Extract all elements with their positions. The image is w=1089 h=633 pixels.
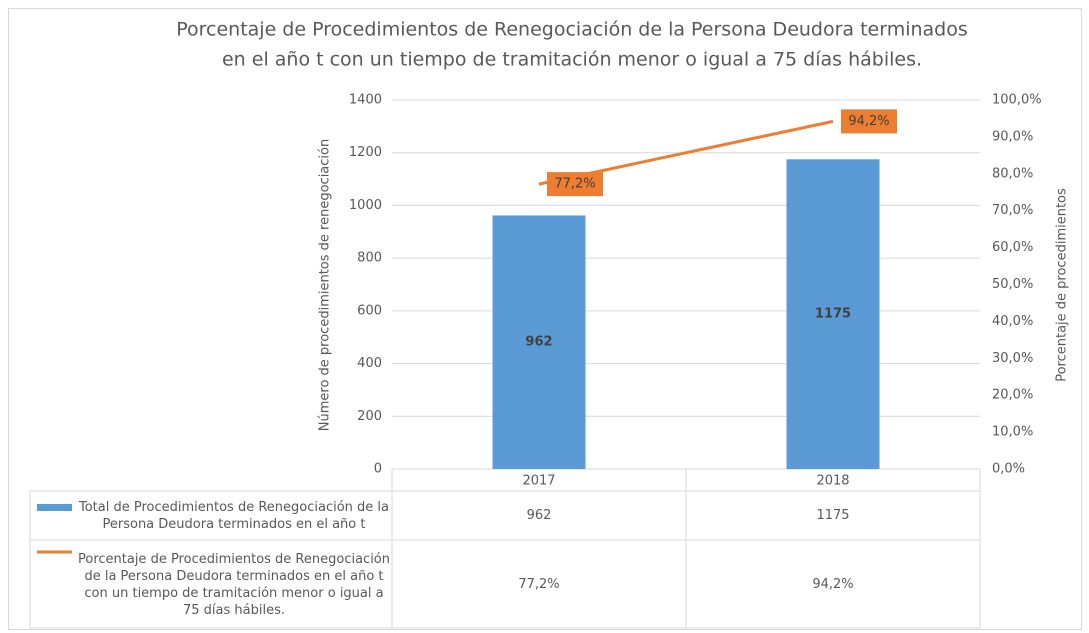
- value-label-box: [547, 172, 603, 197]
- y2-tick-label: 70,0%: [992, 203, 1033, 218]
- y2-axis-label: Porcentaje de procedimientos: [1055, 188, 1070, 382]
- table-value: 77,2%: [518, 576, 560, 592]
- y2-tick-label: 80,0%: [992, 166, 1033, 181]
- y-tick-label: 400: [357, 356, 382, 371]
- y-tick-label: 1400: [349, 93, 382, 108]
- y2-tick-label: 40,0%: [992, 314, 1033, 329]
- legend-label: Porcentaje de Procedimientos de Renegoci…: [77, 551, 390, 618]
- y2-tick-label: 90,0%: [992, 129, 1033, 144]
- y2-tick-label: 0,0%: [992, 462, 1025, 477]
- bar-value-label: 1175: [815, 307, 851, 322]
- line-value-label: 94,2%: [848, 114, 889, 129]
- legend-swatch: [37, 504, 72, 511]
- line-value-label: 77,2%: [554, 177, 595, 192]
- y-tick-label: 0: [374, 462, 382, 477]
- y2-tick-label: 50,0%: [992, 277, 1033, 292]
- x-tick-label: 2017: [522, 474, 555, 489]
- y-axis-label: Número de procedimientos de renegociació…: [318, 139, 333, 431]
- table-value: 962: [526, 508, 552, 523]
- y-tick-label: 600: [357, 303, 382, 318]
- y2-tick-label: 10,0%: [992, 425, 1033, 440]
- y2-tick-label: 20,0%: [992, 388, 1033, 403]
- y2-tick-label: 100,0%: [992, 93, 1042, 108]
- y-tick-label: 1000: [349, 198, 382, 213]
- value-label-box: [841, 109, 897, 134]
- chart-frame: [8, 8, 1082, 630]
- chart-title: en el año t con un tiempo de tramitación…: [222, 49, 922, 71]
- bar-value-label: 962: [525, 335, 552, 350]
- legend-label: Total de Procedimientos de Renegociación…: [78, 500, 390, 532]
- x-tick-label: 2018: [816, 474, 849, 489]
- chart-title: Porcentaje de Procedimientos de Renegoci…: [176, 19, 968, 41]
- table-value: 1175: [816, 508, 850, 523]
- y-tick-label: 200: [357, 409, 382, 424]
- y-tick-label: 800: [357, 251, 382, 266]
- bar: [786, 159, 880, 469]
- bar: [492, 215, 586, 469]
- table-value: 94,2%: [812, 576, 854, 592]
- y2-tick-label: 60,0%: [992, 240, 1033, 255]
- y2-tick-label: 30,0%: [992, 351, 1033, 366]
- y-tick-label: 1200: [349, 145, 382, 160]
